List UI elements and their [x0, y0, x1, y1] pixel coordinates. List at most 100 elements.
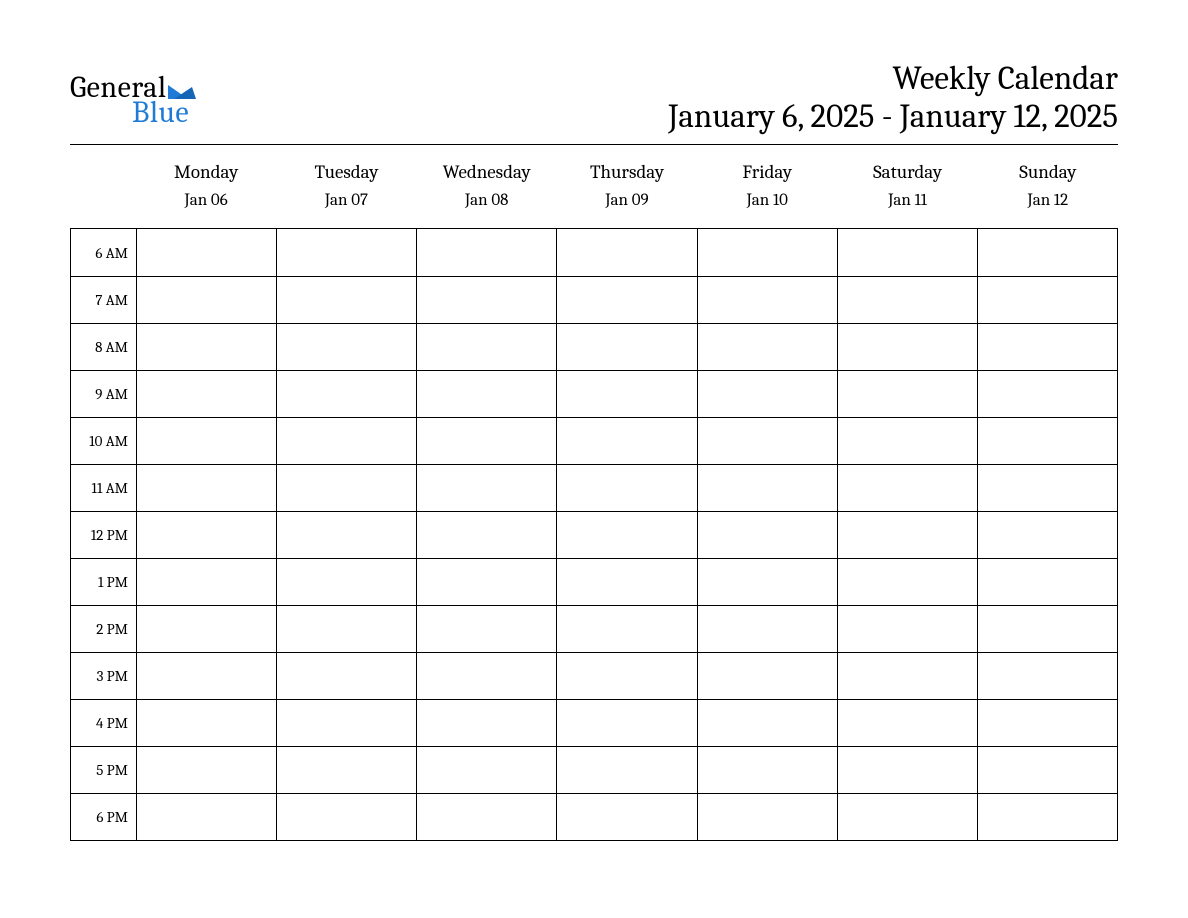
time-slot[interactable] [277, 700, 417, 746]
time-slot[interactable] [698, 559, 838, 605]
time-slot[interactable] [557, 512, 697, 558]
time-slot[interactable] [978, 653, 1117, 699]
time-slot[interactable] [137, 653, 277, 699]
page-title: Weekly Calendar [668, 60, 1118, 98]
time-slot[interactable] [557, 277, 697, 323]
time-slot[interactable] [838, 324, 978, 370]
time-slot[interactable] [838, 277, 978, 323]
time-slot[interactable] [277, 465, 417, 511]
time-slot[interactable] [277, 747, 417, 793]
time-slot[interactable] [698, 653, 838, 699]
time-slot[interactable] [417, 559, 557, 605]
day-header: Friday Jan 10 [697, 161, 837, 210]
time-slot[interactable] [277, 653, 417, 699]
time-slot[interactable] [698, 747, 838, 793]
time-slot[interactable] [137, 277, 277, 323]
time-slot[interactable] [838, 606, 978, 652]
time-slot[interactable] [978, 512, 1117, 558]
time-slot[interactable] [417, 277, 557, 323]
time-slot[interactable] [277, 324, 417, 370]
time-slot[interactable] [417, 229, 557, 276]
time-slot[interactable] [557, 229, 697, 276]
time-slot[interactable] [557, 418, 697, 464]
time-slot[interactable] [277, 371, 417, 417]
time-slot[interactable] [838, 559, 978, 605]
time-slot[interactable] [978, 229, 1117, 276]
time-slot[interactable] [417, 512, 557, 558]
time-slot[interactable] [277, 418, 417, 464]
time-slot[interactable] [137, 465, 277, 511]
day-date: Jan 07 [276, 191, 416, 210]
time-slot[interactable] [698, 512, 838, 558]
time-slot[interactable] [137, 418, 277, 464]
time-slot[interactable] [137, 606, 277, 652]
grid-row: 6 AM [71, 229, 1117, 276]
time-slot[interactable] [698, 794, 838, 840]
time-slot[interactable] [417, 465, 557, 511]
time-slot[interactable] [417, 418, 557, 464]
time-slot[interactable] [838, 371, 978, 417]
time-slot[interactable] [417, 700, 557, 746]
time-slot[interactable] [698, 606, 838, 652]
time-slot[interactable] [277, 277, 417, 323]
time-slot[interactable] [978, 465, 1117, 511]
time-slot[interactable] [698, 700, 838, 746]
time-slot[interactable] [277, 606, 417, 652]
time-slot[interactable] [137, 324, 277, 370]
time-slot[interactable] [557, 794, 697, 840]
time-slot[interactable] [978, 418, 1117, 464]
time-slot[interactable] [698, 418, 838, 464]
time-slot[interactable] [698, 229, 838, 276]
time-slot[interactable] [277, 794, 417, 840]
time-slot[interactable] [978, 747, 1117, 793]
time-slot[interactable] [838, 747, 978, 793]
time-slot[interactable] [557, 700, 697, 746]
time-slot[interactable] [838, 794, 978, 840]
grid-row: 5 PM [71, 746, 1117, 793]
time-slot[interactable] [557, 606, 697, 652]
time-slot[interactable] [557, 747, 697, 793]
time-slot[interactable] [277, 559, 417, 605]
time-slot[interactable] [838, 700, 978, 746]
time-slot[interactable] [137, 700, 277, 746]
time-slot[interactable] [838, 512, 978, 558]
time-slot[interactable] [277, 229, 417, 276]
time-slot[interactable] [698, 465, 838, 511]
time-slot[interactable] [838, 465, 978, 511]
time-slot[interactable] [838, 229, 978, 276]
time-slot[interactable] [557, 371, 697, 417]
time-slot[interactable] [978, 794, 1117, 840]
time-slot[interactable] [557, 653, 697, 699]
time-slot[interactable] [838, 418, 978, 464]
time-slot[interactable] [698, 324, 838, 370]
time-slot[interactable] [137, 747, 277, 793]
time-slot[interactable] [557, 465, 697, 511]
time-slot[interactable] [137, 559, 277, 605]
time-slot[interactable] [557, 324, 697, 370]
time-slot[interactable] [137, 371, 277, 417]
time-slot[interactable] [978, 700, 1117, 746]
grid-row: 11 AM [71, 464, 1117, 511]
day-name: Sunday [978, 161, 1118, 183]
time-slot[interactable] [417, 794, 557, 840]
grid-row: 9 AM [71, 370, 1117, 417]
time-slot[interactable] [417, 747, 557, 793]
time-slot[interactable] [137, 794, 277, 840]
time-slot[interactable] [557, 559, 697, 605]
time-slot[interactable] [277, 512, 417, 558]
time-slot[interactable] [417, 606, 557, 652]
time-slot[interactable] [417, 371, 557, 417]
time-slot[interactable] [978, 371, 1117, 417]
time-slot[interactable] [838, 653, 978, 699]
time-slot[interactable] [978, 559, 1117, 605]
time-slot[interactable] [417, 653, 557, 699]
time-slot[interactable] [698, 277, 838, 323]
time-slot[interactable] [978, 324, 1117, 370]
time-slot[interactable] [137, 229, 277, 276]
grid-row: 6 PM [71, 793, 1117, 840]
time-slot[interactable] [978, 277, 1117, 323]
time-slot[interactable] [978, 606, 1117, 652]
time-slot[interactable] [417, 324, 557, 370]
time-slot[interactable] [137, 512, 277, 558]
time-slot[interactable] [698, 371, 838, 417]
